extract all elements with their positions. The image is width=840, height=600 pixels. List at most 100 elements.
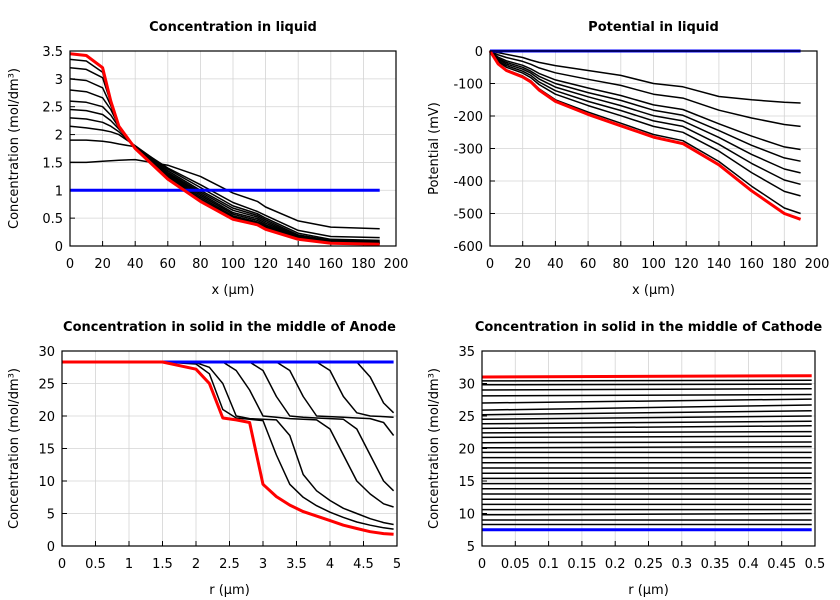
plot-frame — [69, 50, 397, 247]
series-line-5 — [489, 50, 801, 174]
x-tick-label: 2 — [192, 557, 200, 572]
series-line-1 — [62, 361, 395, 414]
chart-title: Concentration in solid in the middle of … — [63, 320, 396, 335]
y-axis-label: Concentration (mol/dm³) — [7, 68, 22, 229]
y-tick-label: 15 — [458, 475, 475, 490]
y-tick-label: 2.5 — [42, 101, 63, 116]
y-tick-label: 20 — [458, 443, 475, 458]
x-tick-label: 120 — [253, 257, 278, 272]
x-tick-label: 0.45 — [767, 557, 796, 572]
y-tick-label: 1.5 — [42, 156, 63, 171]
series-line-25 — [481, 398, 812, 404]
y-tick-label: 30 — [458, 378, 475, 393]
chart-title: Concentration in solid in the middle of … — [475, 320, 823, 335]
series-line-7 — [62, 361, 394, 530]
x-tick-label: 20 — [94, 257, 111, 272]
series-line-24 — [481, 404, 812, 411]
y-tick-label: 0 — [47, 540, 55, 555]
x-tick-label: 3.5 — [286, 557, 307, 572]
series-line-9 — [62, 360, 394, 536]
y-tick-label: -400 — [453, 175, 483, 190]
y-tick-label: 10 — [38, 475, 55, 490]
series-line-3 — [489, 50, 801, 151]
y-tick-label: -200 — [453, 110, 483, 125]
x-tick-label: 180 — [351, 257, 376, 272]
y-tick-label: -500 — [453, 208, 483, 223]
series-line-27 — [481, 387, 812, 391]
series-line-3 — [69, 125, 380, 242]
y-tick-label: 25 — [38, 378, 55, 393]
x-tick-label: 0.15 — [567, 557, 596, 572]
x-tick-label: 180 — [772, 257, 797, 272]
series-line-22 — [481, 415, 812, 421]
series-line-16 — [481, 445, 812, 449]
chart-title: Potential in liquid — [588, 20, 719, 35]
y-tick-label: 2 — [55, 129, 63, 144]
x-tick-label: 1 — [125, 557, 133, 572]
y-axis-label: Concentration (mol/dm³) — [7, 368, 22, 529]
chart-panel-2: 0 20 40 60 80 100 120 140 160 180 200 -600 -500 -400 -… — [427, 20, 829, 298]
y-tick-label: 5 — [47, 508, 55, 523]
series-line-4 — [69, 117, 380, 243]
x-tick-label: 0.5 — [805, 557, 826, 572]
y-axis-label: Potential (mV) — [427, 102, 442, 195]
x-tick-label: 0.1 — [538, 557, 559, 572]
x-tick-label: 0.2 — [605, 557, 626, 572]
y-tick-label: 25 — [458, 410, 475, 425]
x-tick-label: 160 — [318, 257, 343, 272]
x-tick-label: 3 — [259, 557, 267, 572]
x-tick-label: 4.5 — [353, 557, 374, 572]
plot-frame — [489, 50, 818, 247]
y-tick-label: 30 — [38, 345, 55, 360]
x-tick-label: 0 — [486, 257, 494, 272]
x-tick-label: 4 — [326, 557, 334, 572]
series-line-3 — [62, 361, 395, 436]
y-axis-label: Concentration (mol/dm³) — [427, 368, 442, 529]
x-tick-label: 0 — [478, 557, 486, 572]
series-line-3 — [481, 512, 812, 516]
series-line-6 — [62, 361, 394, 526]
y-tick-label: 3.5 — [42, 45, 63, 60]
x-tick-label: 40 — [127, 257, 144, 272]
x-tick-label: 120 — [674, 257, 699, 272]
series-line-1 — [70, 158, 380, 230]
series-line-26 — [481, 393, 812, 397]
y-tick-label: 1 — [55, 184, 63, 199]
series-line-21 — [481, 420, 812, 425]
series-line-10 — [488, 50, 802, 221]
y-tick-label: 0 — [475, 45, 483, 60]
y-tick-label: 0 — [55, 240, 63, 255]
x-tick-label: 1.5 — [152, 557, 173, 572]
series-line-29 — [481, 379, 812, 382]
x-tick-label: 40 — [547, 257, 564, 272]
series-line-9 — [69, 66, 380, 245]
y-tick-label: 20 — [38, 410, 55, 425]
series-line-4 — [489, 50, 801, 162]
series-line-2 — [62, 361, 394, 419]
x-tick-label: 20 — [514, 257, 531, 272]
plot-frame — [61, 350, 398, 547]
x-tick-label: 0.3 — [671, 557, 692, 572]
x-tick-label: 0 — [58, 557, 66, 572]
series-line-12 — [69, 52, 380, 246]
series-line-2 — [489, 50, 801, 128]
series-line-18 — [481, 435, 812, 439]
y-tick-label: 35 — [458, 345, 475, 360]
series-line-19 — [481, 430, 812, 434]
series-line-17 — [481, 441, 812, 444]
x-axis-label: x (µm) — [212, 283, 255, 298]
x-tick-label: 200 — [805, 257, 830, 272]
y-tick-label: -600 — [453, 240, 483, 255]
y-tick-label: 10 — [458, 508, 475, 523]
x-axis-label: x (µm) — [632, 283, 675, 298]
y-tick-label: -100 — [453, 78, 483, 93]
series-line-31 — [481, 374, 812, 379]
series-line-1 — [489, 50, 801, 104]
x-tick-label: 2.5 — [219, 557, 240, 572]
series-line-23 — [481, 410, 812, 416]
y-tick-label: 3 — [55, 73, 63, 88]
y-tick-label: 0.5 — [42, 212, 63, 227]
y-tick-label: 5 — [467, 540, 475, 555]
x-tick-label: 0 — [66, 257, 74, 272]
x-tick-label: 0.35 — [701, 557, 730, 572]
